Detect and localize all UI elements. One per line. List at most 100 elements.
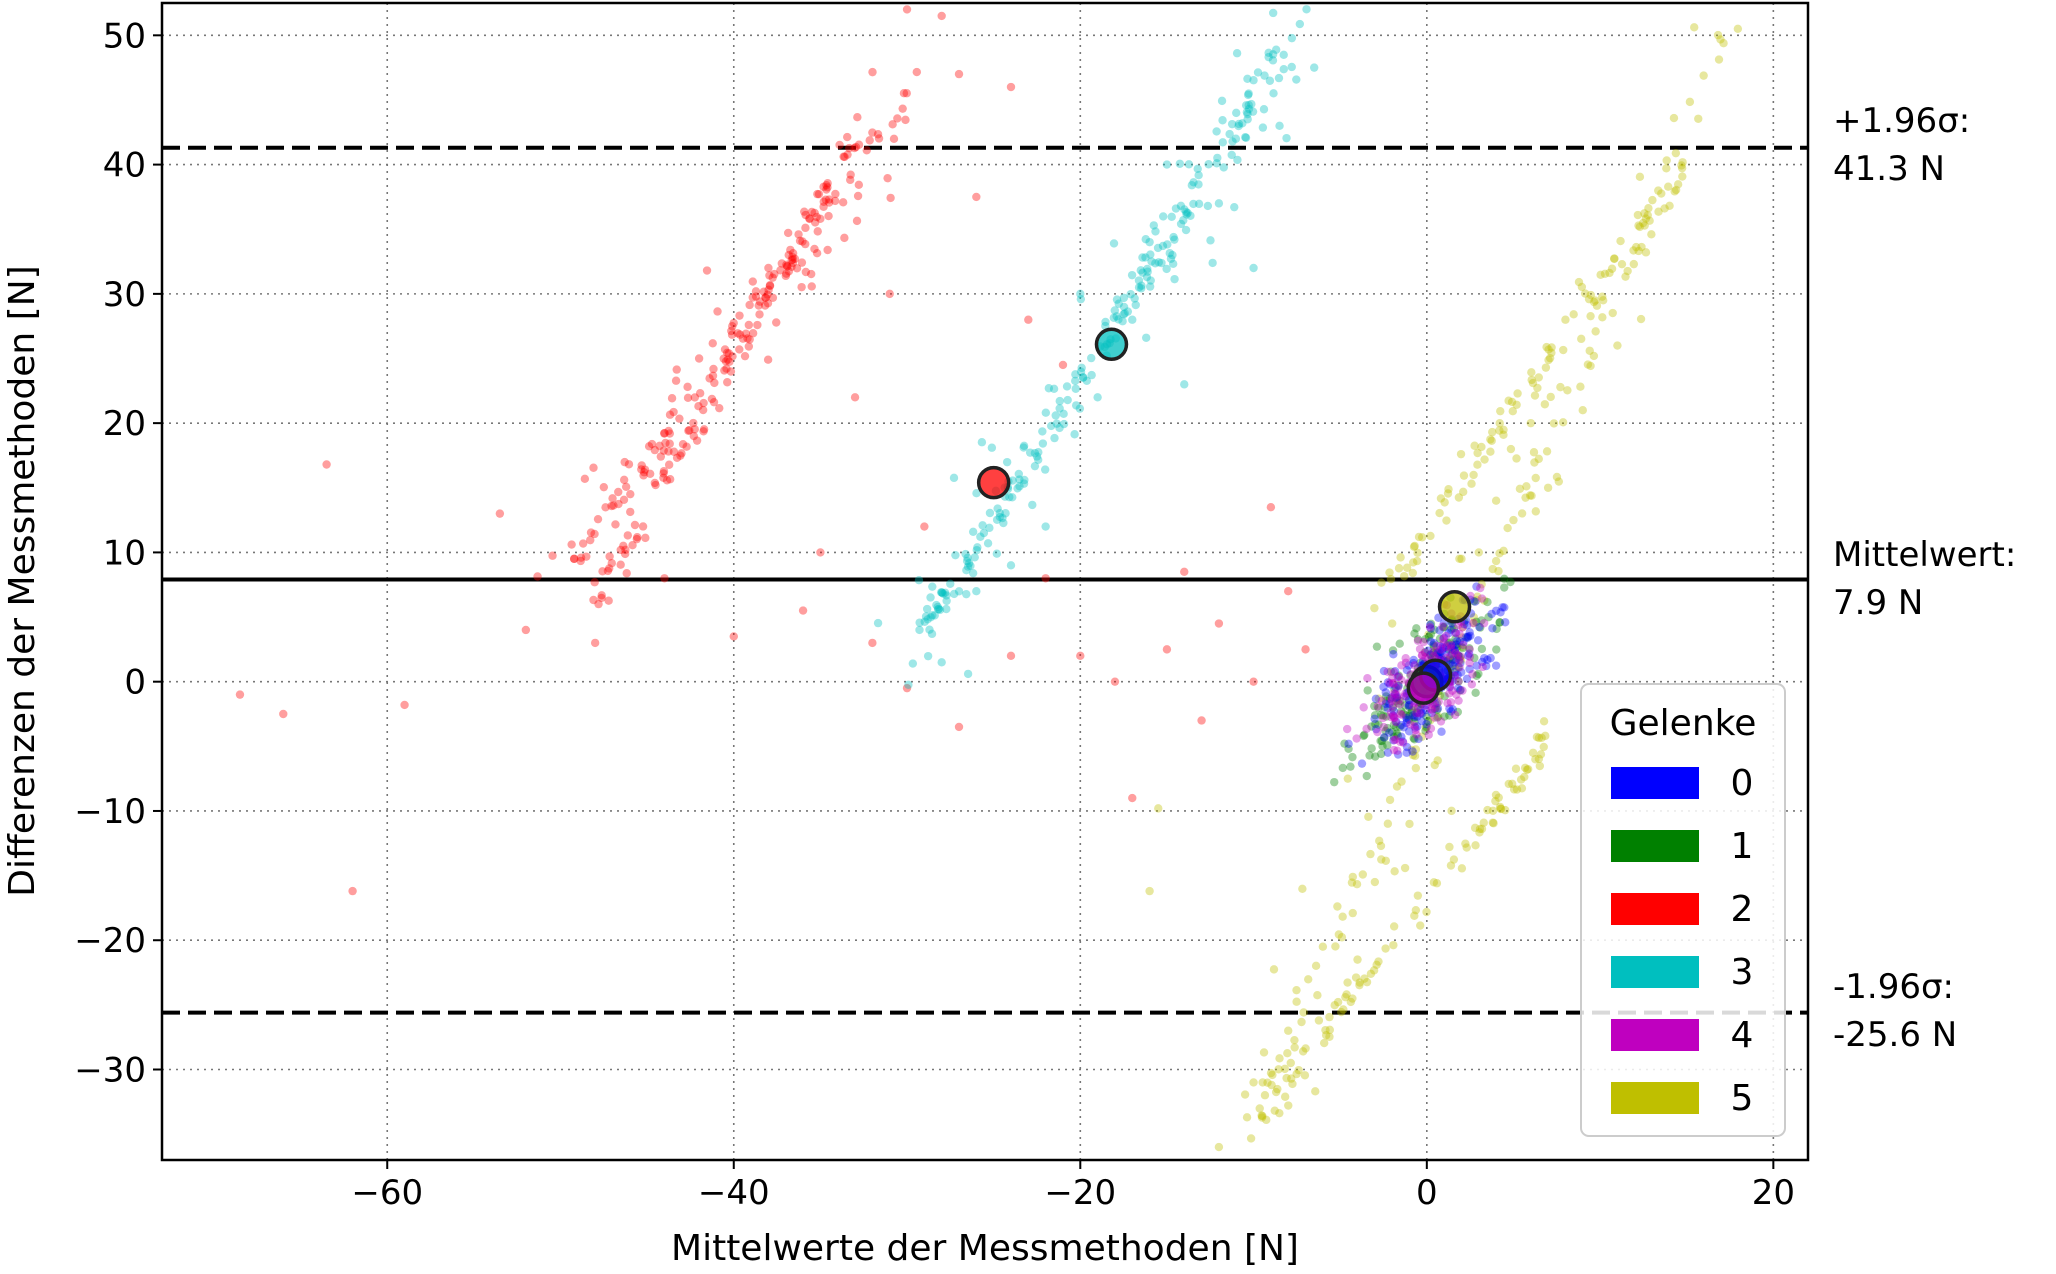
group-2-point-299 <box>885 289 894 299</box>
group-5-point-819 <box>1413 548 1422 558</box>
group-2-point-30 <box>660 429 669 438</box>
group-3-point-500 <box>1212 127 1221 136</box>
group-3-point-449 <box>963 562 973 571</box>
group-4-point-1388 <box>1427 706 1437 715</box>
group-1-point-1011 <box>1429 648 1438 658</box>
group-2-point-129 <box>698 405 708 415</box>
group-3-point-378 <box>1087 353 1096 363</box>
legend-swatch-4 <box>1611 1019 1699 1051</box>
group-3-point-541 <box>914 575 924 585</box>
group-3-point-441 <box>1051 411 1060 420</box>
group-4-point-1517 <box>1373 702 1382 711</box>
group-5-point-664 <box>1556 382 1565 392</box>
group-4-point-1471 <box>1450 671 1460 681</box>
group-3-point-404 <box>962 556 972 566</box>
group-3-point-484 <box>1109 313 1119 323</box>
group-5-point-619 <box>1457 633 1467 642</box>
group-1-point-1063 <box>1424 632 1434 642</box>
group-4-point-1355 <box>1421 648 1430 658</box>
group-2-point-233 <box>819 202 828 211</box>
group-2-point-257 <box>567 540 576 549</box>
group-2-point-264 <box>400 700 409 710</box>
group-2-point-24 <box>850 143 859 153</box>
y-tick-label-3: 0 <box>124 663 146 703</box>
group-4-point-1452 <box>1454 676 1463 686</box>
group-5-point-899 <box>1280 1092 1290 1101</box>
group-5-point-934 <box>1284 1026 1293 1035</box>
group-3-point-511 <box>1189 199 1198 209</box>
legend-label-2: 2 <box>1731 889 1754 930</box>
group-5-point-880 <box>1269 965 1279 974</box>
group-3-point-521 <box>1260 71 1269 80</box>
y-axis-ticks: −30 −20 −10 0 10 20 30 40 50 <box>74 16 162 1091</box>
group-5-point-842 <box>1504 396 1513 405</box>
group-1-point-1134 <box>1393 681 1403 690</box>
group-5-point-690 <box>1462 843 1471 852</box>
group-5-point-719 <box>1508 779 1517 789</box>
group-0-point-1277 <box>1392 717 1401 726</box>
group-1-point-1128 <box>1410 735 1419 744</box>
group-1-point-993 <box>1453 707 1463 717</box>
group-4-point-1410 <box>1391 735 1400 744</box>
group-3-point-557 <box>1179 216 1188 225</box>
group-5-point-815 <box>1542 342 1551 352</box>
group-2-point-174 <box>770 269 779 279</box>
group-0-point-1273 <box>1435 626 1444 635</box>
group-2-point-117 <box>676 451 685 460</box>
group-0-point-1328 <box>1473 636 1483 645</box>
group-2-point-84 <box>661 438 670 448</box>
group-4-point-1469 <box>1447 644 1456 653</box>
group-4-point-1422 <box>1454 696 1463 705</box>
group-2-point-165 <box>689 431 699 441</box>
group-5-point-807 <box>1459 487 1468 497</box>
group-3-point-419 <box>1123 307 1133 316</box>
group-5-point-741 <box>1257 1113 1267 1122</box>
group-0-point-1312 <box>1437 646 1447 656</box>
group-2-point-4 <box>797 258 807 267</box>
group-0-point-1216 <box>1451 656 1461 665</box>
group-3-point-568 <box>972 586 981 596</box>
group-4-point-1512 <box>1442 653 1451 662</box>
group-1-point-1044 <box>1455 686 1465 695</box>
group-2-point-67 <box>683 382 692 392</box>
group-3-point-506 <box>1138 253 1147 262</box>
group-3-point-447 <box>1166 254 1176 263</box>
group-2-point-274 <box>1006 651 1016 661</box>
group-3-point-310 <box>1279 65 1288 74</box>
group-5-point-576 <box>1499 546 1508 556</box>
group-0-point-1240 <box>1472 582 1481 591</box>
group-5-point-577 <box>1311 961 1321 971</box>
group-5-point-836 <box>1617 259 1627 269</box>
group-5-point-900 <box>1512 454 1521 463</box>
group-5-point-704 <box>1523 764 1533 774</box>
group-3-point-440 <box>1120 309 1129 318</box>
group-3-point-305 <box>1112 295 1122 304</box>
group-3-point-411 <box>1126 290 1135 299</box>
group-3-point-311 <box>1268 50 1278 59</box>
group-2-point-249 <box>599 482 609 492</box>
group-2-point-252 <box>603 566 613 576</box>
group-5-point-816 <box>1417 533 1427 542</box>
group-0-point-1335 <box>1385 699 1394 709</box>
group-0-point-1340 <box>1453 670 1462 680</box>
group-5-point-688 <box>1539 717 1549 726</box>
group-5-point-768 <box>1591 296 1600 305</box>
group-3-point-572 <box>1076 289 1085 299</box>
group-5-point-627 <box>1733 24 1743 33</box>
group-1-point-1027 <box>1465 644 1474 653</box>
group-2-point-273 <box>954 722 964 732</box>
group-5-point-588 <box>1521 493 1530 502</box>
group-3-point-357 <box>1063 395 1072 405</box>
group-0-point-1329 <box>1453 684 1463 693</box>
group-1-point-1060 <box>1389 732 1399 742</box>
group-2-point-10 <box>784 267 794 276</box>
group-2-point-214 <box>823 179 832 188</box>
group-5-point-904 <box>1451 665 1460 674</box>
group-1-point-1099 <box>1444 645 1454 654</box>
group-2-point-31 <box>637 465 646 474</box>
group-0-point-1163 <box>1463 651 1473 660</box>
group-2-point-137 <box>694 401 703 411</box>
group-5-point-862 <box>1455 554 1464 563</box>
group-0-point-1291 <box>1418 709 1427 718</box>
group-0-point-1202 <box>1478 657 1487 667</box>
